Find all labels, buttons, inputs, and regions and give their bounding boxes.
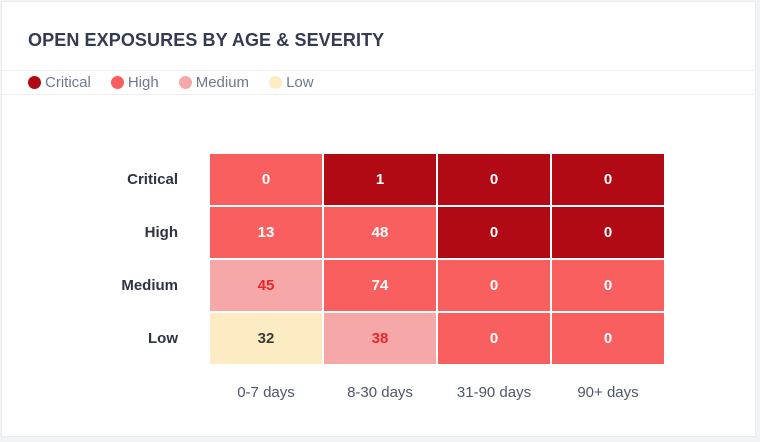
heatmap-cell[interactable]: 0	[552, 260, 664, 311]
legend-dot-high	[110, 76, 124, 89]
heatmap-cell[interactable]: 0	[438, 260, 550, 311]
title-divider	[2, 70, 755, 71]
heatmap-cell[interactable]: 45	[210, 260, 322, 311]
legend-item-low[interactable]: Low	[269, 74, 314, 91]
heatmap-cell[interactable]: 48	[324, 207, 436, 258]
legend-dot-low	[269, 76, 283, 89]
legend-item-critical[interactable]: Critical	[28, 74, 91, 91]
column-label: 90+ days	[577, 384, 639, 401]
legend-dot-critical	[28, 76, 41, 89]
row-label-high: High	[144, 224, 178, 241]
legend-item-medium[interactable]: Medium	[178, 74, 250, 91]
heatmap-cell[interactable]: 38	[324, 313, 436, 364]
heatmap-cell[interactable]: 0	[552, 154, 664, 205]
legend-label: Medium	[195, 74, 250, 91]
row-label-medium: Medium	[121, 277, 178, 294]
legend-dot-medium	[178, 76, 192, 89]
column-label: 8-30 days	[347, 384, 413, 401]
heatmap-cell[interactable]: 0	[210, 154, 322, 205]
heatmap-cell[interactable]: 32	[210, 313, 322, 364]
row-label-low: Low	[148, 330, 178, 347]
heatmap-cell[interactable]: 13	[210, 207, 322, 258]
legend-label: Low	[286, 74, 314, 91]
row-label-critical: Critical	[127, 171, 178, 188]
legend: Critical High Medium Low	[28, 74, 334, 91]
heatmap-cell[interactable]: 0	[438, 207, 550, 258]
exposures-card: OPEN EXPOSURES BY AGE & SEVERITY Critica…	[1, 1, 756, 437]
column-label: 0-7 days	[237, 384, 295, 401]
legend-item-high[interactable]: High	[110, 74, 159, 91]
widget-title: OPEN EXPOSURES BY AGE & SEVERITY	[28, 30, 385, 50]
legend-divider	[2, 94, 755, 95]
legend-label: High	[127, 74, 159, 91]
heatmap-cell[interactable]: 74	[324, 260, 436, 311]
legend-label: Critical	[45, 74, 91, 91]
column-label: 31-90 days	[456, 384, 532, 401]
heatmap-cell[interactable]: 1	[324, 154, 436, 205]
heatmap-cell[interactable]: 0	[438, 154, 550, 205]
heatmap-cell[interactable]: 0	[438, 313, 550, 364]
heatmap-cell[interactable]: 0	[552, 207, 664, 258]
heatmap-cell[interactable]: 0	[552, 313, 664, 364]
